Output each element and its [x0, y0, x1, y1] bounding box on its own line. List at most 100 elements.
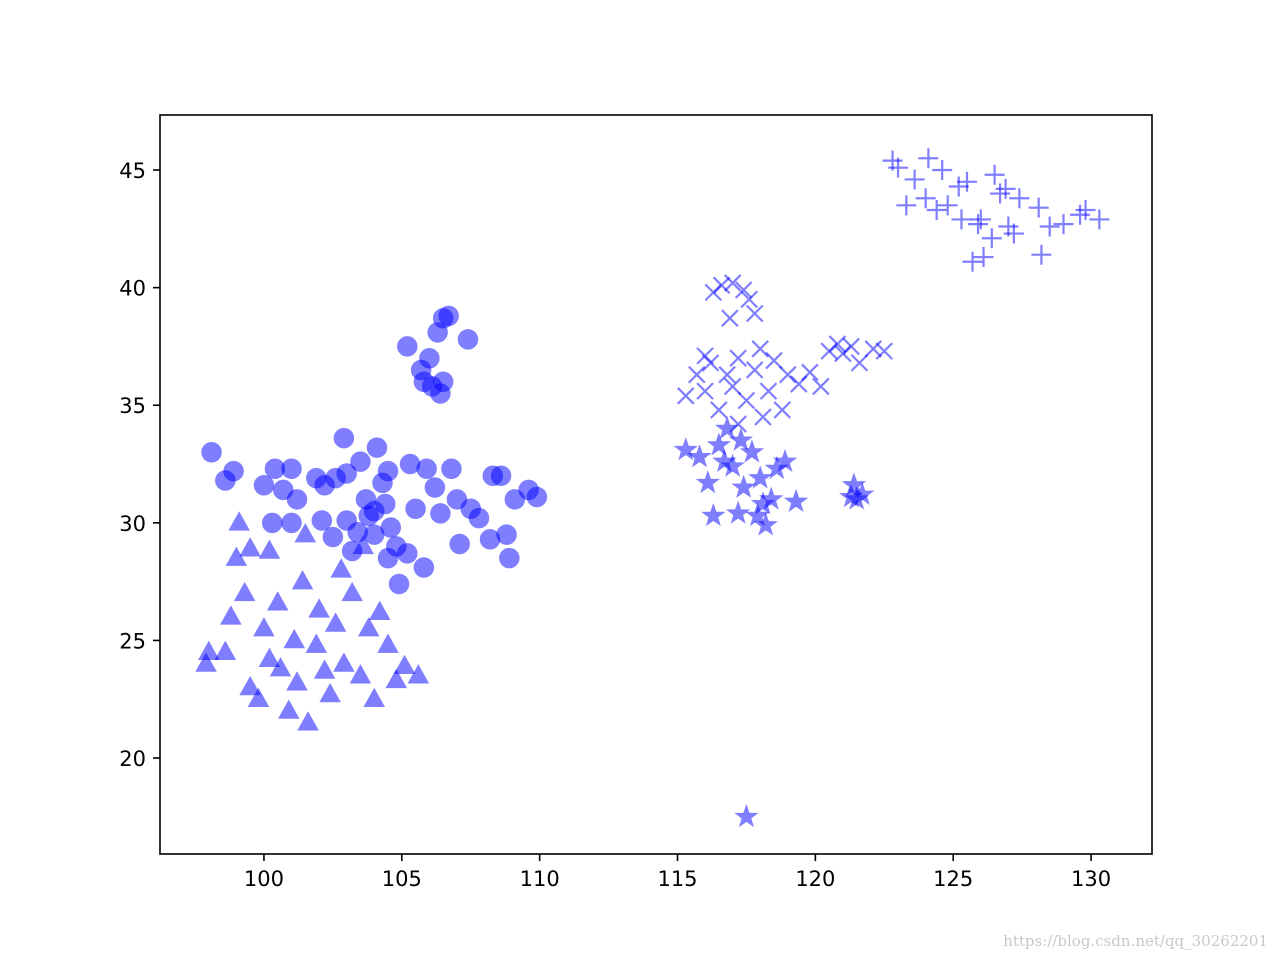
- point: [723, 377, 742, 396]
- point: [772, 448, 798, 473]
- point: [269, 657, 292, 677]
- point: [441, 458, 462, 479]
- y-tick-label: 30: [119, 512, 146, 536]
- point: [258, 647, 281, 668]
- point: [951, 209, 972, 230]
- point: [468, 507, 490, 529]
- point: [419, 347, 440, 369]
- point: [363, 687, 386, 707]
- point: [201, 442, 222, 463]
- point: [308, 598, 330, 618]
- x-tick-label: 105: [382, 867, 422, 891]
- point: [706, 432, 732, 456]
- point: [759, 382, 778, 400]
- point: [918, 148, 939, 169]
- point: [311, 510, 333, 531]
- point: [990, 183, 1011, 204]
- point: [526, 486, 548, 508]
- point: [388, 573, 410, 595]
- point: [687, 444, 712, 468]
- point: [413, 557, 435, 578]
- point: [253, 474, 275, 496]
- point: [842, 337, 860, 356]
- point: [281, 512, 302, 534]
- x-tick-label: 100: [244, 867, 284, 891]
- point: [333, 427, 355, 449]
- point: [253, 617, 275, 637]
- point: [286, 671, 308, 691]
- point: [725, 500, 751, 524]
- point: [397, 336, 418, 357]
- point: [753, 512, 778, 536]
- point: [984, 164, 1005, 185]
- point: [850, 481, 875, 505]
- point: [297, 711, 319, 731]
- point: [751, 340, 769, 358]
- y-tick-label: 25: [119, 629, 146, 653]
- point: [490, 465, 512, 487]
- plot-frame: [159, 114, 1153, 855]
- point: [277, 699, 300, 719]
- point: [712, 448, 737, 473]
- point: [457, 329, 479, 350]
- point: [239, 675, 261, 696]
- point: [499, 547, 520, 569]
- point: [745, 361, 764, 379]
- point: [962, 251, 983, 272]
- point: [228, 511, 250, 531]
- point: [995, 178, 1016, 199]
- point: [239, 537, 261, 557]
- point: [981, 228, 1002, 249]
- point: [896, 195, 917, 216]
- point: [721, 309, 739, 327]
- point: [801, 363, 819, 382]
- point: [714, 415, 740, 440]
- point: [765, 351, 783, 370]
- point: [696, 347, 714, 365]
- x-tick-label: 120: [795, 867, 835, 891]
- point: [430, 503, 451, 524]
- point: [937, 195, 958, 216]
- x-tick-label: 110: [520, 867, 560, 891]
- point: [696, 382, 714, 400]
- watermark: https://blog.csdn.net/qq_30262201: [1003, 932, 1268, 950]
- point: [723, 274, 742, 292]
- x-tick-label: 115: [657, 867, 697, 891]
- point: [710, 401, 728, 419]
- point: [688, 365, 706, 384]
- point: [915, 188, 936, 209]
- point: [397, 543, 418, 564]
- point: [291, 570, 314, 590]
- point: [283, 628, 306, 649]
- point: [363, 500, 385, 522]
- point: [1028, 197, 1049, 218]
- point: [745, 502, 770, 527]
- point: [864, 340, 883, 358]
- point: [350, 451, 371, 472]
- point: [223, 460, 244, 482]
- y-tick-label: 45: [119, 159, 146, 183]
- point: [281, 458, 302, 479]
- point: [1053, 214, 1074, 235]
- point: [313, 659, 336, 679]
- point: [266, 591, 289, 611]
- point: [233, 581, 256, 602]
- point: [368, 600, 391, 620]
- point: [888, 157, 909, 178]
- point: [319, 682, 341, 703]
- point: [754, 408, 772, 426]
- point: [676, 387, 695, 405]
- point: [330, 558, 352, 578]
- point: [385, 668, 408, 689]
- point: [926, 200, 947, 221]
- point: [739, 439, 765, 463]
- point: [812, 377, 830, 396]
- point: [734, 804, 759, 828]
- point: [225, 546, 248, 566]
- point: [1039, 216, 1060, 237]
- point: [968, 214, 989, 235]
- point: [324, 612, 347, 632]
- point: [973, 247, 994, 268]
- point: [828, 335, 847, 353]
